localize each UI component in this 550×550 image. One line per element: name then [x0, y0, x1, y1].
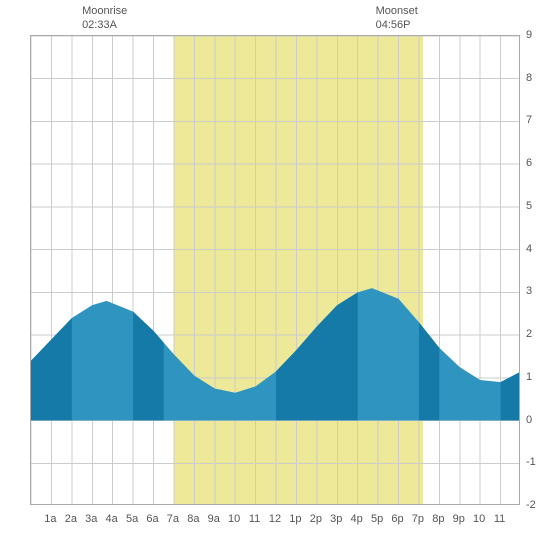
- moonrise-value: 02:33A: [82, 18, 127, 32]
- x-tick-label: 9p: [453, 513, 465, 525]
- y-tick-label: 4: [526, 243, 532, 255]
- moonrise-label: Moonrise: [82, 4, 127, 18]
- x-tick-label: 1a: [44, 513, 56, 525]
- x-tick-label: 7a: [167, 513, 179, 525]
- moonset-label: Moonset: [376, 4, 418, 18]
- moonset-annotation: Moonset 04:56P: [376, 4, 418, 33]
- y-tick-label: 8: [526, 72, 532, 84]
- x-tick-label: 2a: [65, 513, 77, 525]
- x-tick-label: 11: [249, 513, 260, 525]
- moonset-value: 04:56P: [376, 18, 418, 32]
- x-tick-label: 3a: [85, 513, 97, 525]
- x-tick-label: 5a: [126, 513, 138, 525]
- y-tick-label: 3: [526, 285, 532, 297]
- x-tick-label: 4p: [351, 513, 363, 525]
- x-tick-label: 11: [494, 513, 505, 525]
- x-tick-label: 8a: [187, 513, 199, 525]
- x-tick-label: 2p: [310, 513, 322, 525]
- moonrise-annotation: Moonrise 02:33A: [82, 4, 127, 33]
- plot-svg: [31, 36, 520, 505]
- tide-chart: Moonrise 02:33A Moonset 04:56P 1a 2a 3a 4a 5…: [0, 0, 550, 550]
- plot-area: [30, 35, 520, 505]
- y-tick-label: 9: [526, 29, 532, 41]
- x-tick-label: 5p: [371, 513, 383, 525]
- x-tick-label: 4a: [106, 513, 118, 525]
- x-tick-label: 9a: [208, 513, 220, 525]
- y-tick-label: 0: [526, 414, 532, 426]
- y-tick-label: 7: [526, 114, 532, 126]
- x-tick-label: 6p: [391, 513, 403, 525]
- y-tick-label: 1: [526, 371, 532, 383]
- y-tick-label: 5: [526, 200, 532, 212]
- y-tick-label: 2: [526, 328, 532, 340]
- y-tick-label: 6: [526, 157, 532, 169]
- x-tick-label: 7p: [412, 513, 424, 525]
- x-tick-label: 6a: [146, 513, 158, 525]
- x-tick-label: 8p: [432, 513, 444, 525]
- x-tick-label: 3p: [330, 513, 342, 525]
- x-tick-label: 12: [269, 513, 281, 525]
- x-tick-label: 10: [473, 513, 485, 525]
- y-tick-label: -1: [526, 456, 536, 468]
- x-tick-label: 1p: [289, 513, 301, 525]
- x-tick-label: 10: [228, 513, 240, 525]
- y-tick-label: -2: [526, 499, 536, 511]
